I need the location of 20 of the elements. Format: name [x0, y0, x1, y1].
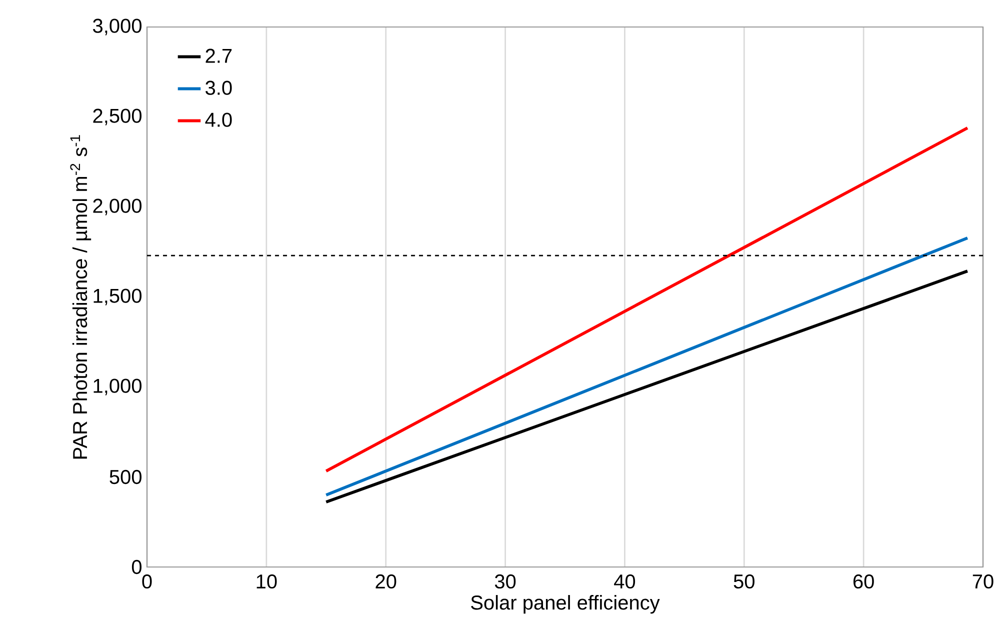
x-axis-title: Solar panel efficiency	[471, 595, 660, 614]
x-tick-label: 10	[256, 574, 277, 589]
y-axis-title: PAR Photon irradiance / µmol m$^{-2}$ s$^{-1}$	[70, 135, 92, 459]
y-tick-label: 500	[110, 470, 142, 484]
y-tick-label: 2,000	[93, 198, 142, 216]
y-tick-label: 1,000	[94, 378, 142, 396]
x-tick-label: 20	[376, 574, 396, 589]
x-tick-label: 30	[494, 574, 516, 589]
x-tick-label: 40	[614, 574, 636, 589]
y-tick-label: 3,000	[92, 18, 142, 36]
x-tick-label: 50	[734, 574, 754, 589]
legend-label: 4.0	[205, 112, 232, 127]
legend-label: 2.7	[206, 48, 232, 63]
x-tick-label: 0	[142, 574, 152, 589]
x-tick-label: 70	[972, 574, 994, 589]
legend-label: 3.0	[206, 80, 232, 95]
y-tick-label: 2,500	[93, 108, 142, 126]
y-tick-label: 0	[132, 560, 142, 574]
x-tick-label: 60	[853, 574, 874, 589]
y-tick-label: 1,500	[94, 288, 142, 306]
